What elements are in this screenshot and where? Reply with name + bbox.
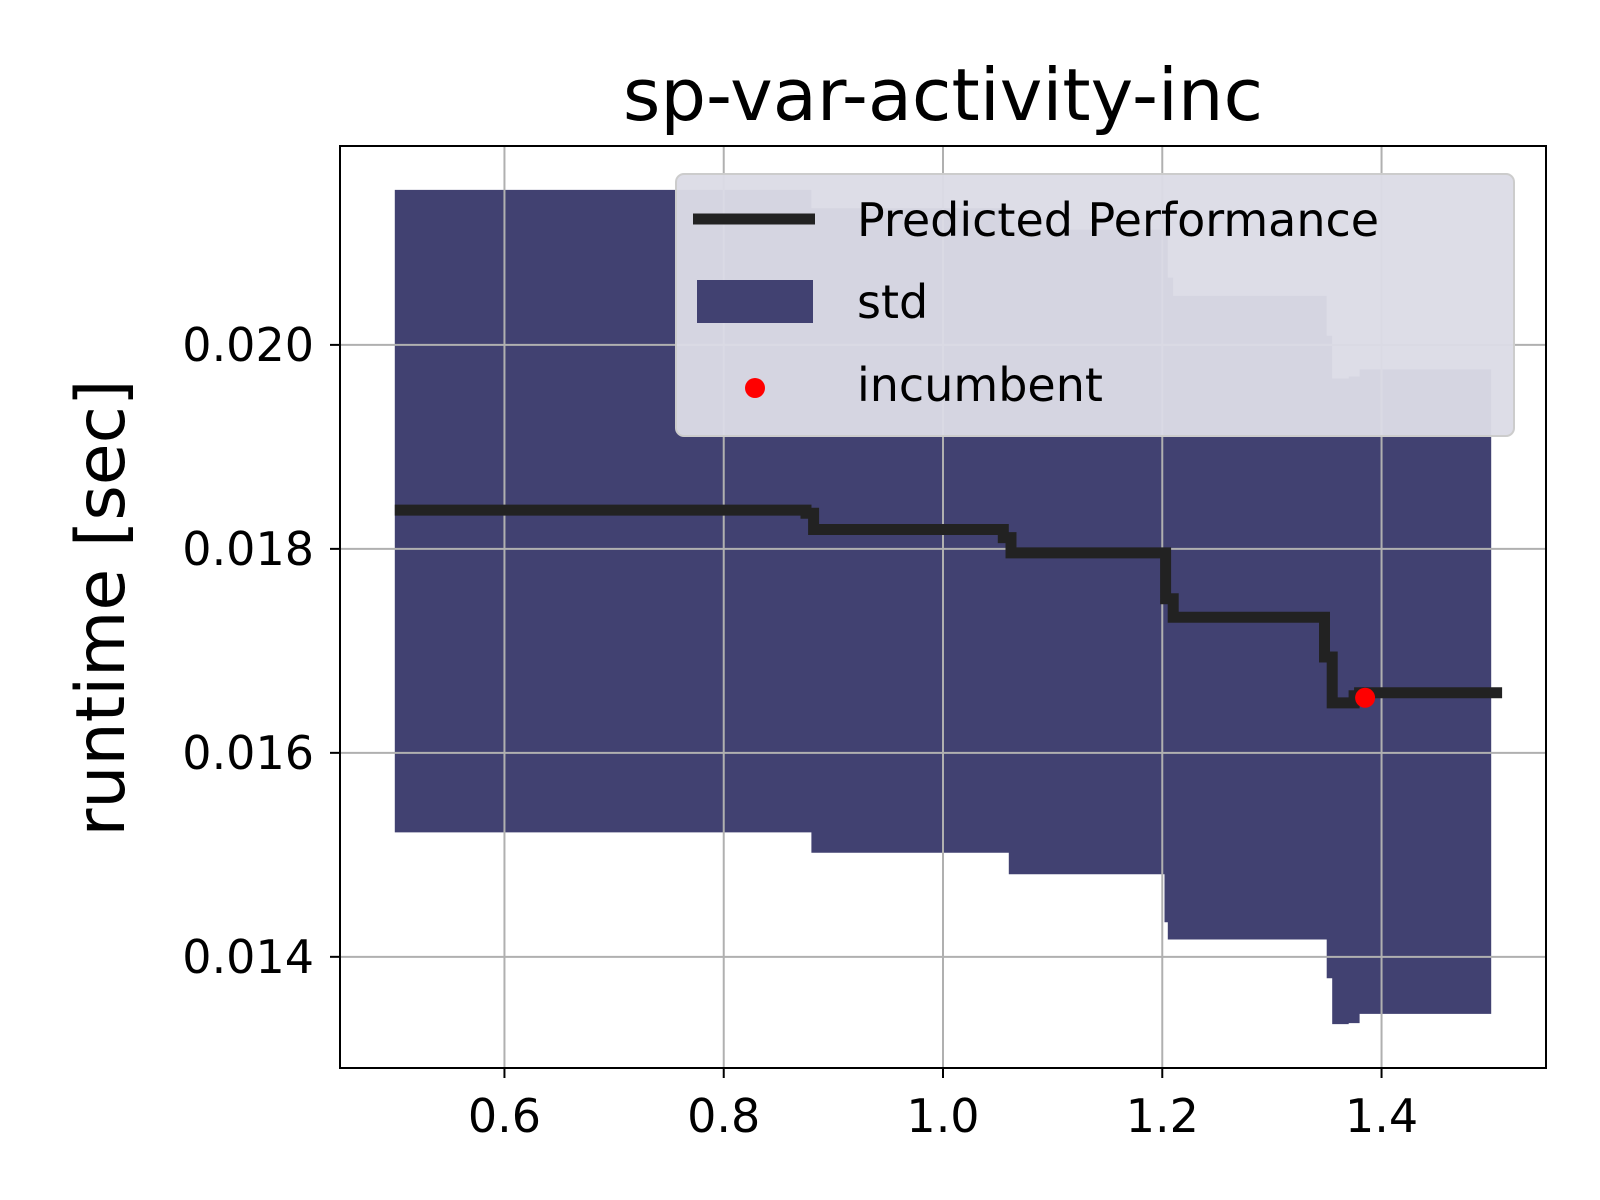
legend-label-incumbent: incumbent	[857, 358, 1103, 412]
x-tick-label: 0.8	[687, 1089, 760, 1143]
x-tick-label: 0.6	[468, 1089, 541, 1143]
y-tick-label: 0.018	[182, 522, 314, 576]
x-tick-label: 1.4	[1345, 1089, 1418, 1143]
legend-swatch-point	[745, 378, 765, 398]
x-tick-label: 1.0	[906, 1089, 979, 1143]
legend-swatch-band	[697, 280, 813, 323]
y-tick-label: 0.020	[182, 318, 314, 372]
y-axis-label: runtime [sec]	[62, 379, 141, 836]
chart-title: sp-var-activity-inc	[623, 53, 1263, 137]
legend: Predicted Performance std incumbent	[675, 173, 1515, 437]
legend-label-std: std	[857, 275, 928, 329]
predicted-performance-line	[394, 504, 1503, 709]
x-tick-label: 1.2	[1126, 1089, 1199, 1143]
y-tick-label: 0.014	[182, 930, 314, 984]
y-tick-label: 0.016	[182, 726, 314, 780]
legend-label-predicted-performance: Predicted Performance	[857, 193, 1379, 247]
incumbent-point	[1355, 687, 1376, 708]
legend-box	[675, 173, 1515, 437]
